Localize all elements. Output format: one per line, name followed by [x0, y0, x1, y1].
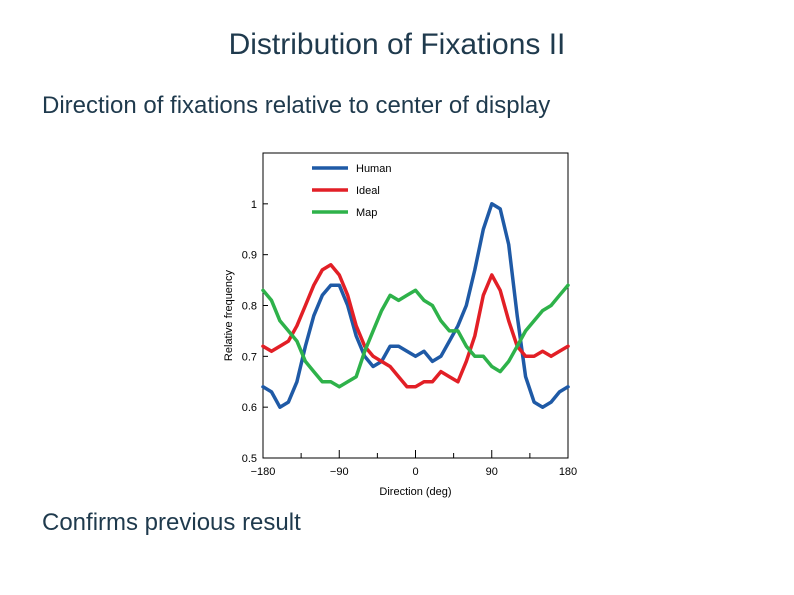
legend-label-human: Human: [356, 163, 391, 175]
y-tick-label-3: 0.8: [242, 301, 257, 313]
y-axis-label: Relative frequency: [223, 269, 235, 361]
x-tick-label-4: 180: [559, 466, 577, 478]
series-line-ideal: [261, 263, 570, 389]
x-axis-label: Direction (deg): [379, 486, 451, 498]
slide-footer-text: Confirms previous result: [42, 509, 301, 536]
x-tick-label-0: −180: [251, 466, 276, 478]
x-tick-label-2: 0: [412, 466, 418, 478]
y-tick-label-1: 0.6: [242, 402, 257, 414]
y-tick-label-2: 0.7: [242, 351, 257, 363]
slide-subtitle: Direction of fixations relative to cente…: [42, 92, 551, 119]
y-tick-label-0: 0.5: [242, 453, 257, 465]
x-tick-label-3: 90: [486, 466, 498, 478]
series-line-map: [261, 283, 570, 389]
slide-title: Distribution of Fixations II: [228, 28, 566, 61]
series-line-human: [261, 202, 570, 409]
y-tick-label-5: 1: [251, 199, 257, 211]
y-tick-label-4: 0.9: [242, 250, 257, 262]
legend-label-map: Map: [356, 207, 377, 219]
x-tick-label-1: −90: [330, 466, 349, 478]
plot-frame: [262, 152, 569, 459]
legend-label-ideal: Ideal: [356, 185, 380, 197]
